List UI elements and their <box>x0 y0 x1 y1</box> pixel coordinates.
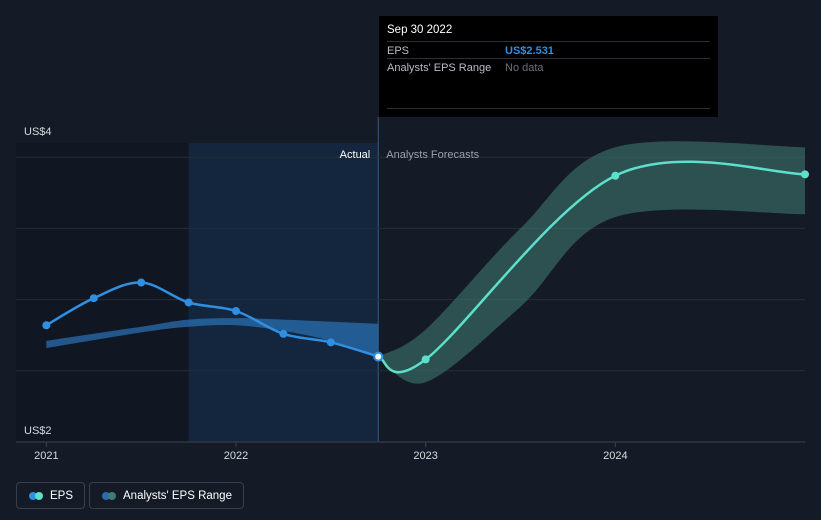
eps-tooltip: Sep 30 2022 EPS US$2.531 Analysts' EPS R… <box>379 16 718 117</box>
range-band-0 <box>46 318 379 357</box>
data-point-0-6 <box>326 338 335 347</box>
data-point-0-2 <box>137 278 146 287</box>
data-point-0-7 <box>373 351 384 362</box>
x-tick-label-3: 2024 <box>603 450 627 462</box>
y-axis-label-0: US$4 <box>24 126 52 138</box>
past-region <box>16 143 189 442</box>
legend-item-eps-range[interactable]: Analysts' EPS Range <box>89 482 244 509</box>
tooltip-divider <box>387 108 710 109</box>
actual-label: Actual <box>340 149 371 161</box>
x-tick-label-2: 2023 <box>413 450 437 462</box>
series-line-0 <box>45 281 379 358</box>
x-tick-label-1: 2022 <box>224 450 248 462</box>
tooltip-range-label: Analysts' EPS Range <box>387 62 492 74</box>
series-line-1 <box>377 160 806 374</box>
data-point-0-1 <box>89 294 98 303</box>
range-band-1 <box>378 141 805 384</box>
range-swatch-icon <box>102 491 117 500</box>
data-point-1-3 <box>801 170 809 179</box>
forecast-label: Analysts Forecasts <box>386 149 479 161</box>
tooltip-eps-value: US$2.531 <box>505 45 554 57</box>
eps-swatch-icon <box>29 491 43 500</box>
legend-item-eps[interactable]: EPS <box>16 482 86 509</box>
data-point-0-5 <box>279 329 288 338</box>
legend-label-eps-range: Analysts' EPS Range <box>123 489 232 502</box>
data-point-0-3 <box>184 298 193 307</box>
tooltip-row-range: Analysts' EPS Range No data <box>387 58 710 76</box>
eps-chart: US$4 US$2 2021 2022 2023 2024 Actual Analysts F… <box>16 117 809 462</box>
data-point-1-2 <box>611 171 620 180</box>
chart-legend: EPS Analysts' EPS Range <box>16 482 244 509</box>
data-point-1-1 <box>421 355 430 364</box>
tooltip-row-eps: EPS US$2.531 <box>387 41 710 59</box>
y-axis-label-1: US$2 <box>24 425 52 437</box>
data-point-0-4 <box>232 307 241 316</box>
x-tick-label-0: 2021 <box>34 450 58 462</box>
highlight-region <box>188 143 379 442</box>
data-point-0-0 <box>42 321 51 330</box>
tooltip-date: Sep 30 2022 <box>387 24 453 36</box>
tooltip-range-value: No data <box>505 62 544 74</box>
tooltip-eps-label: EPS <box>387 45 410 57</box>
legend-label-eps: EPS <box>50 489 74 502</box>
